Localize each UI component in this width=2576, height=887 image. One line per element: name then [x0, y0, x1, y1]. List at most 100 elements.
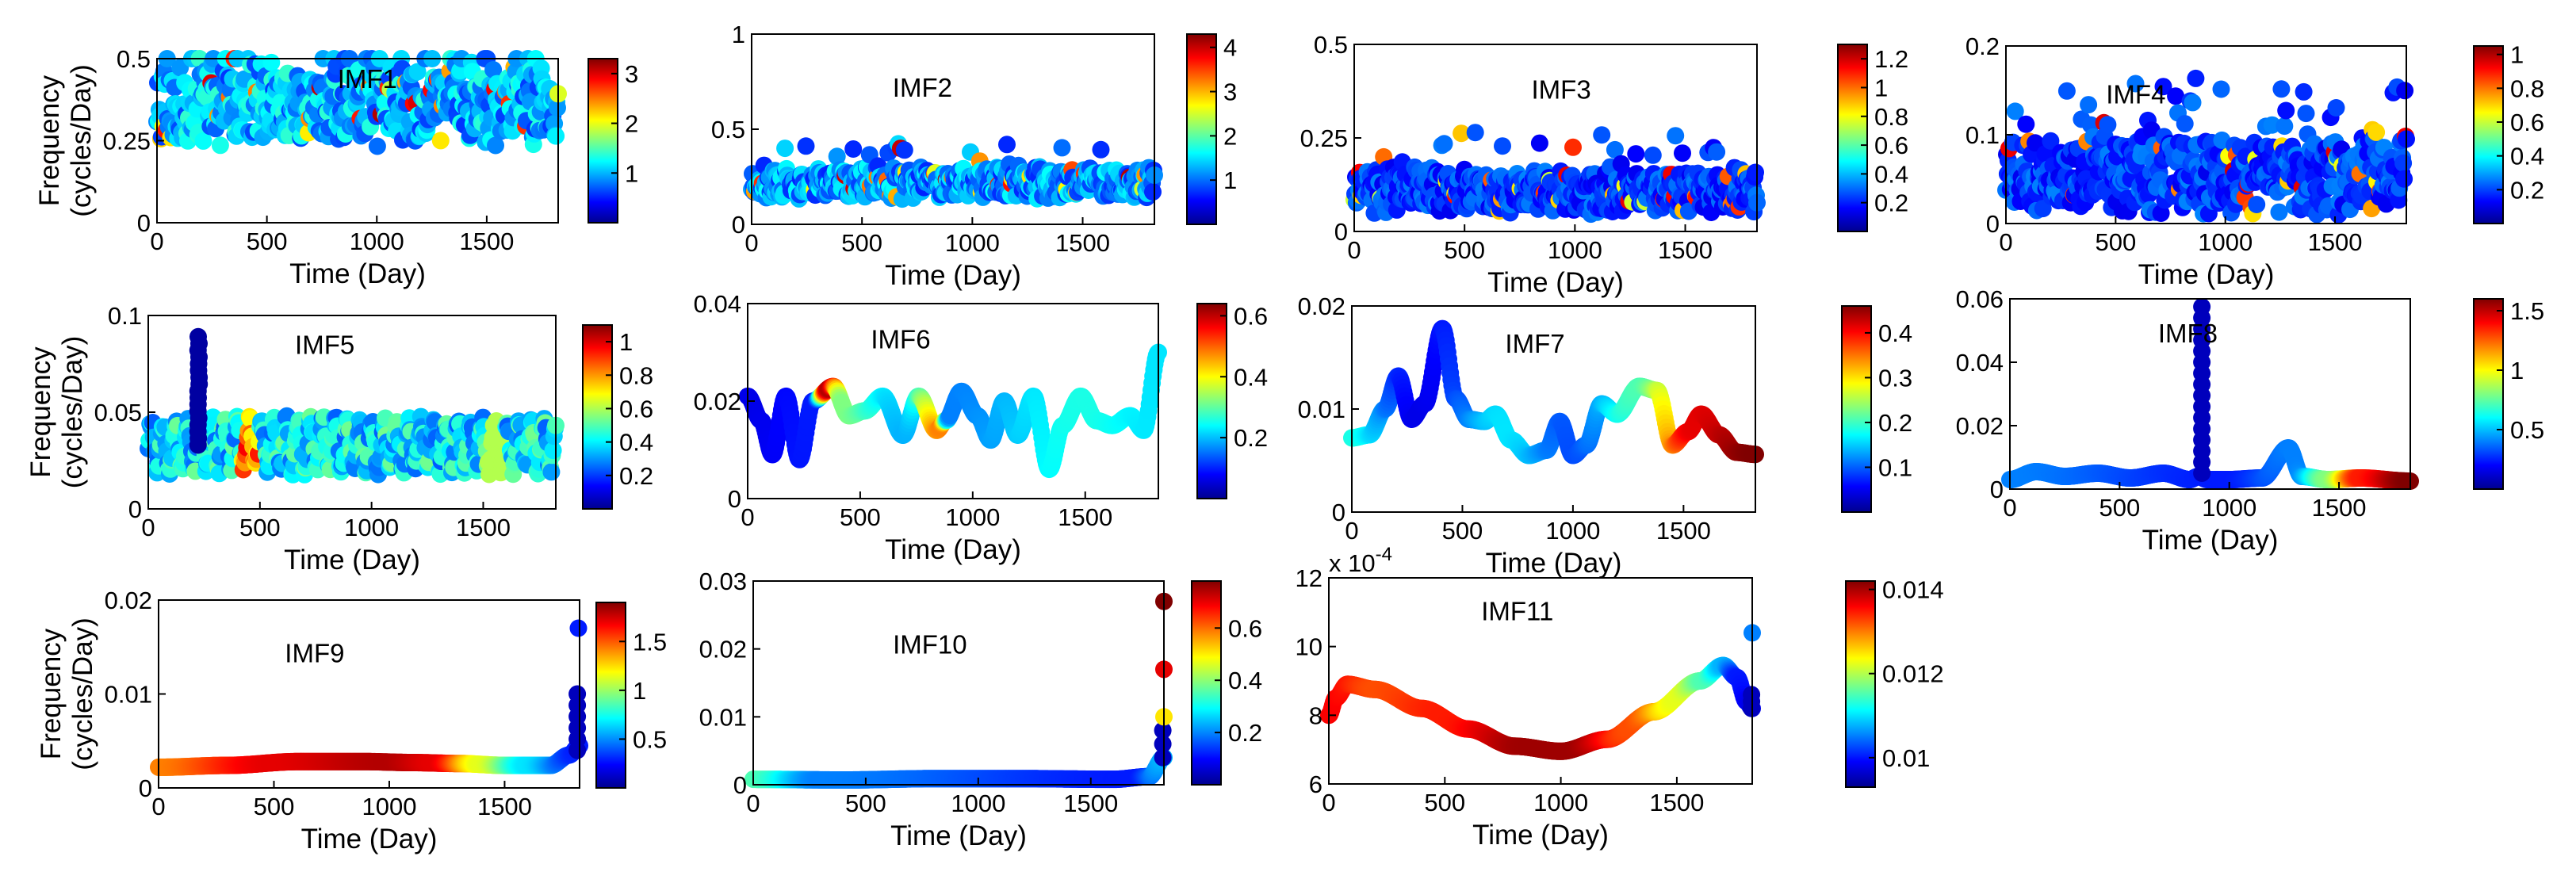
imf7-label: IMF7	[1505, 329, 1564, 358]
data-point	[2042, 132, 2060, 150]
imf9-label: IMF9	[285, 638, 344, 667]
colorbar-tick-label: 0.2	[1874, 189, 1908, 217]
y-tick-label: 0.02	[1956, 412, 2004, 440]
data-point	[776, 140, 794, 158]
y-tick-label: 0.02	[105, 587, 152, 614]
data-point	[2395, 170, 2413, 188]
x-tick-label: 1000	[945, 229, 1000, 257]
data-point	[2276, 117, 2294, 136]
imf2-data-points	[743, 135, 1163, 208]
y-tick-label: 0.02	[694, 388, 741, 415]
colorbar-tick-label: 0.2	[1234, 424, 1268, 452]
imf6-label: IMF6	[871, 324, 930, 354]
data-point	[1530, 134, 1548, 152]
imf5-label: IMF5	[295, 331, 354, 360]
x-tick-label: 1500	[1656, 517, 1711, 545]
data-point	[2295, 82, 2313, 101]
plot-area	[752, 580, 1165, 786]
colorbar-tick-label: 1.2	[1874, 45, 1908, 73]
imf9-colorbar: 0.511.5	[595, 602, 667, 789]
imf5-colorbar: 0.20.40.60.81	[582, 324, 653, 510]
imf1-colorbar: 123	[588, 58, 638, 224]
imf2-x-ticks: 0 500 1000 1500	[744, 217, 1110, 257]
colorbar-gradient	[595, 602, 626, 789]
data-point	[431, 132, 450, 150]
x-axis-label: Time (Day)	[2142, 525, 2279, 556]
x-axis-label: Time (Day)	[1487, 267, 1624, 298]
data-point	[408, 63, 427, 81]
data-point	[797, 137, 815, 155]
colorbar-tick-label: 0.8	[619, 361, 653, 389]
y-tick-label: 0	[1986, 210, 2000, 238]
y-tick-label: 0	[1334, 218, 1348, 246]
x-tick-label: 0	[151, 793, 165, 820]
imf3-x-ticks: 0 500 1000 1500	[1347, 224, 1713, 264]
data-point	[2327, 99, 2345, 117]
colorbar-gradient	[582, 324, 613, 510]
colorbar-tick-label: 0.1	[1878, 453, 1912, 481]
data-point	[2394, 154, 2413, 172]
x-tick-label: 500	[2095, 228, 2136, 256]
colorbar-tick-label: 1	[625, 159, 638, 187]
imf1-label: IMF1	[338, 64, 397, 94]
y-tick-label: 0.01	[1298, 396, 1345, 423]
data-point	[2187, 69, 2205, 87]
colorbar-gradient	[1837, 44, 1868, 232]
data-point	[1564, 138, 1582, 156]
data-point	[487, 136, 504, 155]
x-tick-label: 1000	[2202, 494, 2256, 522]
imf2-y-ticks: 00.51	[711, 21, 759, 239]
colorbar-tick-label: 2	[625, 110, 638, 138]
colorbar-tick-label: 1	[2510, 41, 2524, 69]
colorbar-tick-label: 0.4	[2510, 143, 2544, 170]
data-point	[1674, 144, 1691, 162]
y-tick-label: 0	[728, 485, 741, 513]
y-tick-label: 0.01	[105, 681, 152, 709]
colorbar-tick-label: 0.5	[633, 725, 667, 753]
x-tick-label: 0	[2003, 494, 2016, 522]
data-point	[2270, 203, 2288, 221]
x-axis-label: Time (Day)	[2138, 259, 2275, 290]
x-tick-label: 0	[141, 514, 155, 541]
x-tick-label: 500	[1442, 517, 1483, 545]
imf6-colorbar: 0.20.40.6	[1196, 302, 1268, 499]
imf4-colorbar: 0.20.40.60.81	[2473, 41, 2544, 224]
imf7-colorbar: 0.10.20.30.4	[1841, 305, 1912, 513]
colorbar-gradient	[2473, 45, 2504, 224]
data-point	[2167, 87, 2185, 105]
imf3-label: IMF3	[1532, 75, 1591, 105]
colorbar-tick-label: 1.5	[633, 628, 667, 656]
x-tick-label: 1500	[477, 793, 532, 820]
data-point	[2152, 205, 2170, 222]
imf3-y-ticks: 00.250.5	[1300, 31, 1361, 246]
y-tick-label: 0.5	[117, 45, 151, 73]
data-point	[1606, 140, 1624, 159]
data-point	[484, 61, 503, 78]
colorbar-tick-label: 0.6	[1874, 132, 1908, 159]
x-tick-label: 1000	[2198, 228, 2253, 256]
imf8-colorbar: 0.511.5	[2473, 297, 2544, 490]
colorbar-tick-label: 1	[619, 328, 633, 356]
imf4-data-points	[1997, 69, 2415, 224]
y-tick-label: 0	[139, 774, 152, 802]
x-tick-label: 1500	[2312, 494, 2367, 522]
x-tick-label: 500	[840, 503, 881, 531]
x-axis-label: Time (Day)	[1486, 548, 1622, 579]
data-point	[2248, 196, 2266, 213]
x-tick-label: 0	[150, 227, 163, 255]
colorbar-gradient	[1196, 303, 1227, 499]
colorbar-tick-label: 0.4	[1874, 160, 1908, 188]
colorbar-tick-label: 0.6	[2510, 109, 2544, 136]
x-axis-label: Time (Day)	[301, 824, 438, 855]
y-tick-label: 0.1	[1965, 121, 2000, 149]
x-axis-label: Time (Day)	[289, 258, 426, 289]
y-tick-label: 0.05	[94, 399, 142, 426]
x-tick-label: 1000	[350, 227, 404, 255]
data-point	[542, 463, 561, 481]
x-tick-label: 500	[247, 227, 288, 255]
colorbar-tick-label: 0.4	[619, 429, 653, 457]
x-axis-label: Time (Day)	[885, 534, 1021, 565]
data-point	[998, 136, 1016, 154]
